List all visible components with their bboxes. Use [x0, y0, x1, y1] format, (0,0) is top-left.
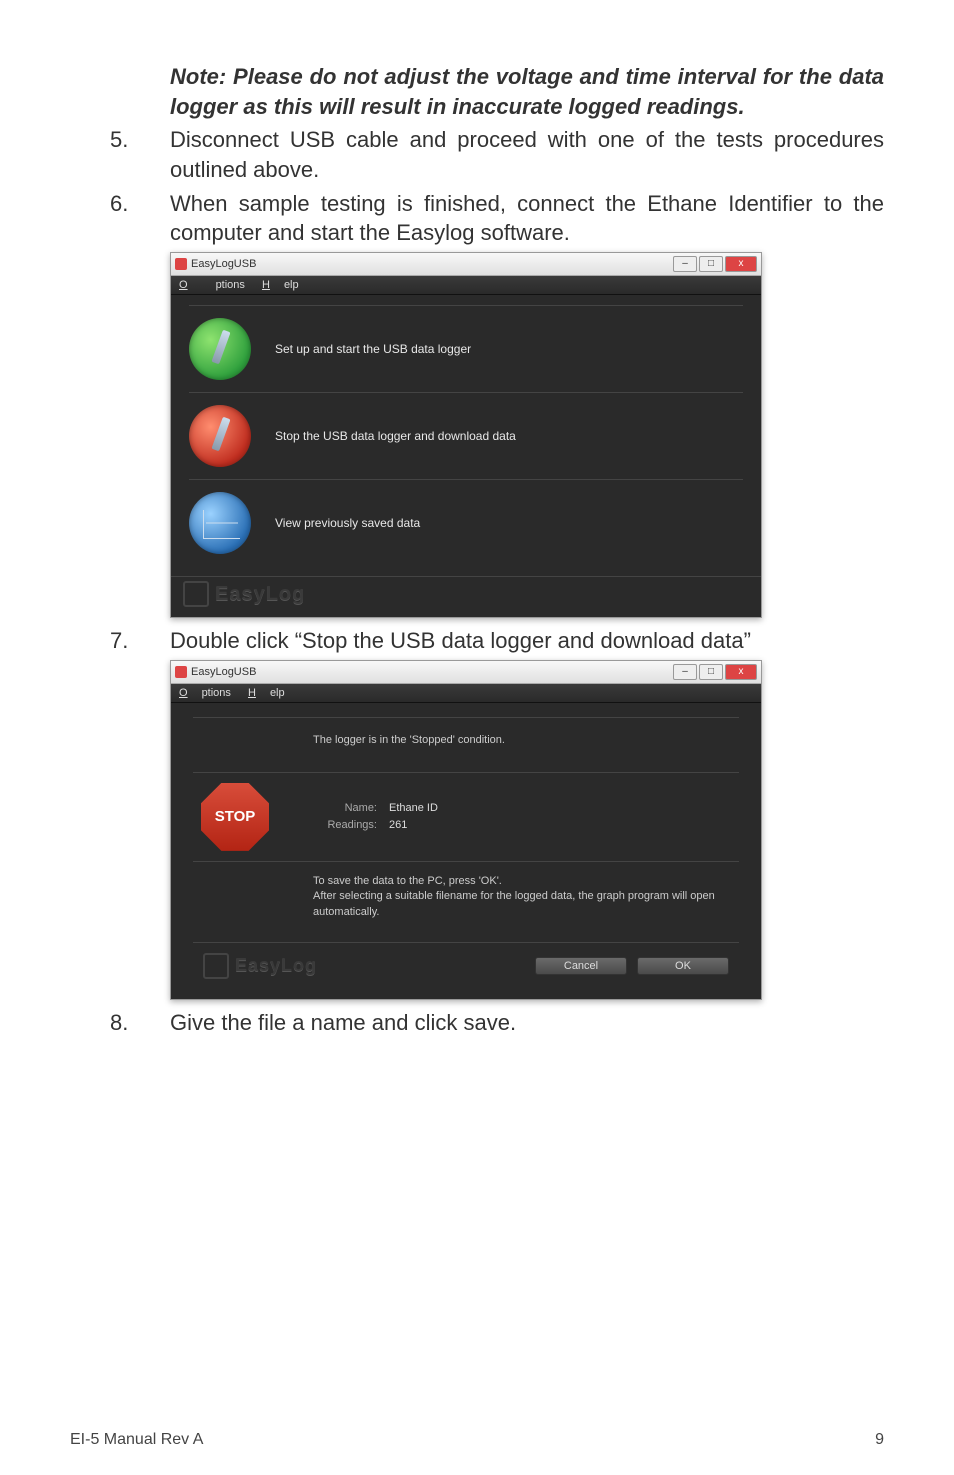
app-icon — [175, 258, 187, 270]
footer-page-number: 9 — [875, 1431, 884, 1449]
instr-line-1: To save the data to the PC, press 'OK'. — [313, 874, 739, 889]
menu-help[interactable]: Help — [248, 687, 285, 699]
setup-icon — [189, 318, 251, 380]
list-text: Double click “Stop the USB data logger a… — [170, 626, 884, 656]
instructions: To save the data to the PC, press 'OK'. … — [193, 862, 739, 943]
name-value: Ethane ID — [389, 802, 438, 814]
row-label: Stop the USB data logger and download da… — [275, 429, 516, 443]
easylog-logo: EasyLog — [183, 581, 749, 607]
menu-options[interactable]: Options — [179, 687, 231, 699]
list-text: When sample testing is finished, connect… — [170, 189, 884, 248]
app-icon — [175, 666, 187, 678]
maximize-button[interactable]: □ — [699, 256, 723, 272]
window-title: EasyLogUSB — [191, 666, 256, 678]
titlebar: EasyLogUSB – □ x — [171, 253, 761, 276]
row-stop[interactable]: Stop the USB data logger and download da… — [189, 392, 743, 479]
list-item-8: 8. Give the file a name and click save. — [70, 1008, 884, 1038]
close-button[interactable]: x — [725, 256, 757, 272]
status-text: The logger is in the 'Stopped' condition… — [193, 717, 739, 772]
view-icon — [189, 492, 251, 554]
menubar: Options Help — [171, 276, 761, 295]
ok-button[interactable]: OK — [637, 957, 729, 975]
page-footer: EI-5 Manual Rev A 9 — [70, 1431, 884, 1449]
list-num: 5. — [110, 125, 170, 184]
menu-options[interactable]: Options — [179, 279, 245, 291]
window-title: EasyLogUSB — [191, 258, 256, 270]
menubar: Options Help — [171, 684, 761, 703]
list-item-5: 5. Disconnect USB cable and proceed with… — [70, 125, 884, 184]
menu-help[interactable]: Help — [262, 279, 299, 291]
footer-left: EI-5 Manual Rev A — [70, 1431, 203, 1449]
close-button[interactable]: x — [725, 664, 757, 680]
list-text: Give the file a name and click save. — [170, 1008, 884, 1038]
list-num: 7. — [110, 626, 170, 656]
list-text: Disconnect USB cable and proceed with on… — [170, 125, 884, 184]
easylog-logo: EasyLog — [203, 953, 317, 979]
footer-logo-area: EasyLog — [171, 576, 761, 617]
window-easylog-main: EasyLogUSB – □ x Options Help Set up and… — [170, 252, 762, 618]
row-label: Set up and start the USB data logger — [275, 342, 471, 356]
stop-icon — [189, 405, 251, 467]
list-num: 6. — [110, 189, 170, 248]
list-num: 8. — [110, 1008, 170, 1038]
stop-sign-icon: STOP — [201, 783, 269, 851]
list-item-6: 6. When sample testing is finished, conn… — [70, 189, 884, 248]
maximize-button[interactable]: □ — [699, 664, 723, 680]
row-view[interactable]: View previously saved data — [189, 479, 743, 566]
minimize-button[interactable]: – — [673, 664, 697, 680]
row-label: View previously saved data — [275, 516, 420, 530]
instr-line-2: After selecting a suitable filename for … — [313, 889, 739, 920]
readings-label: Readings: — [297, 819, 377, 831]
titlebar: EasyLogUSB – □ x — [171, 661, 761, 684]
cancel-button[interactable]: Cancel — [535, 957, 627, 975]
note-text: Note: Please do not adjust the voltage a… — [170, 62, 884, 121]
list-item-7: 7. Double click “Stop the USB data logge… — [70, 626, 884, 656]
row-setup[interactable]: Set up and start the USB data logger — [189, 305, 743, 392]
window-easylog-stopped: EasyLogUSB – □ x Options Help The logger… — [170, 660, 762, 1000]
readings-value: 261 — [389, 819, 407, 831]
name-label: Name: — [297, 802, 377, 814]
minimize-button[interactable]: – — [673, 256, 697, 272]
